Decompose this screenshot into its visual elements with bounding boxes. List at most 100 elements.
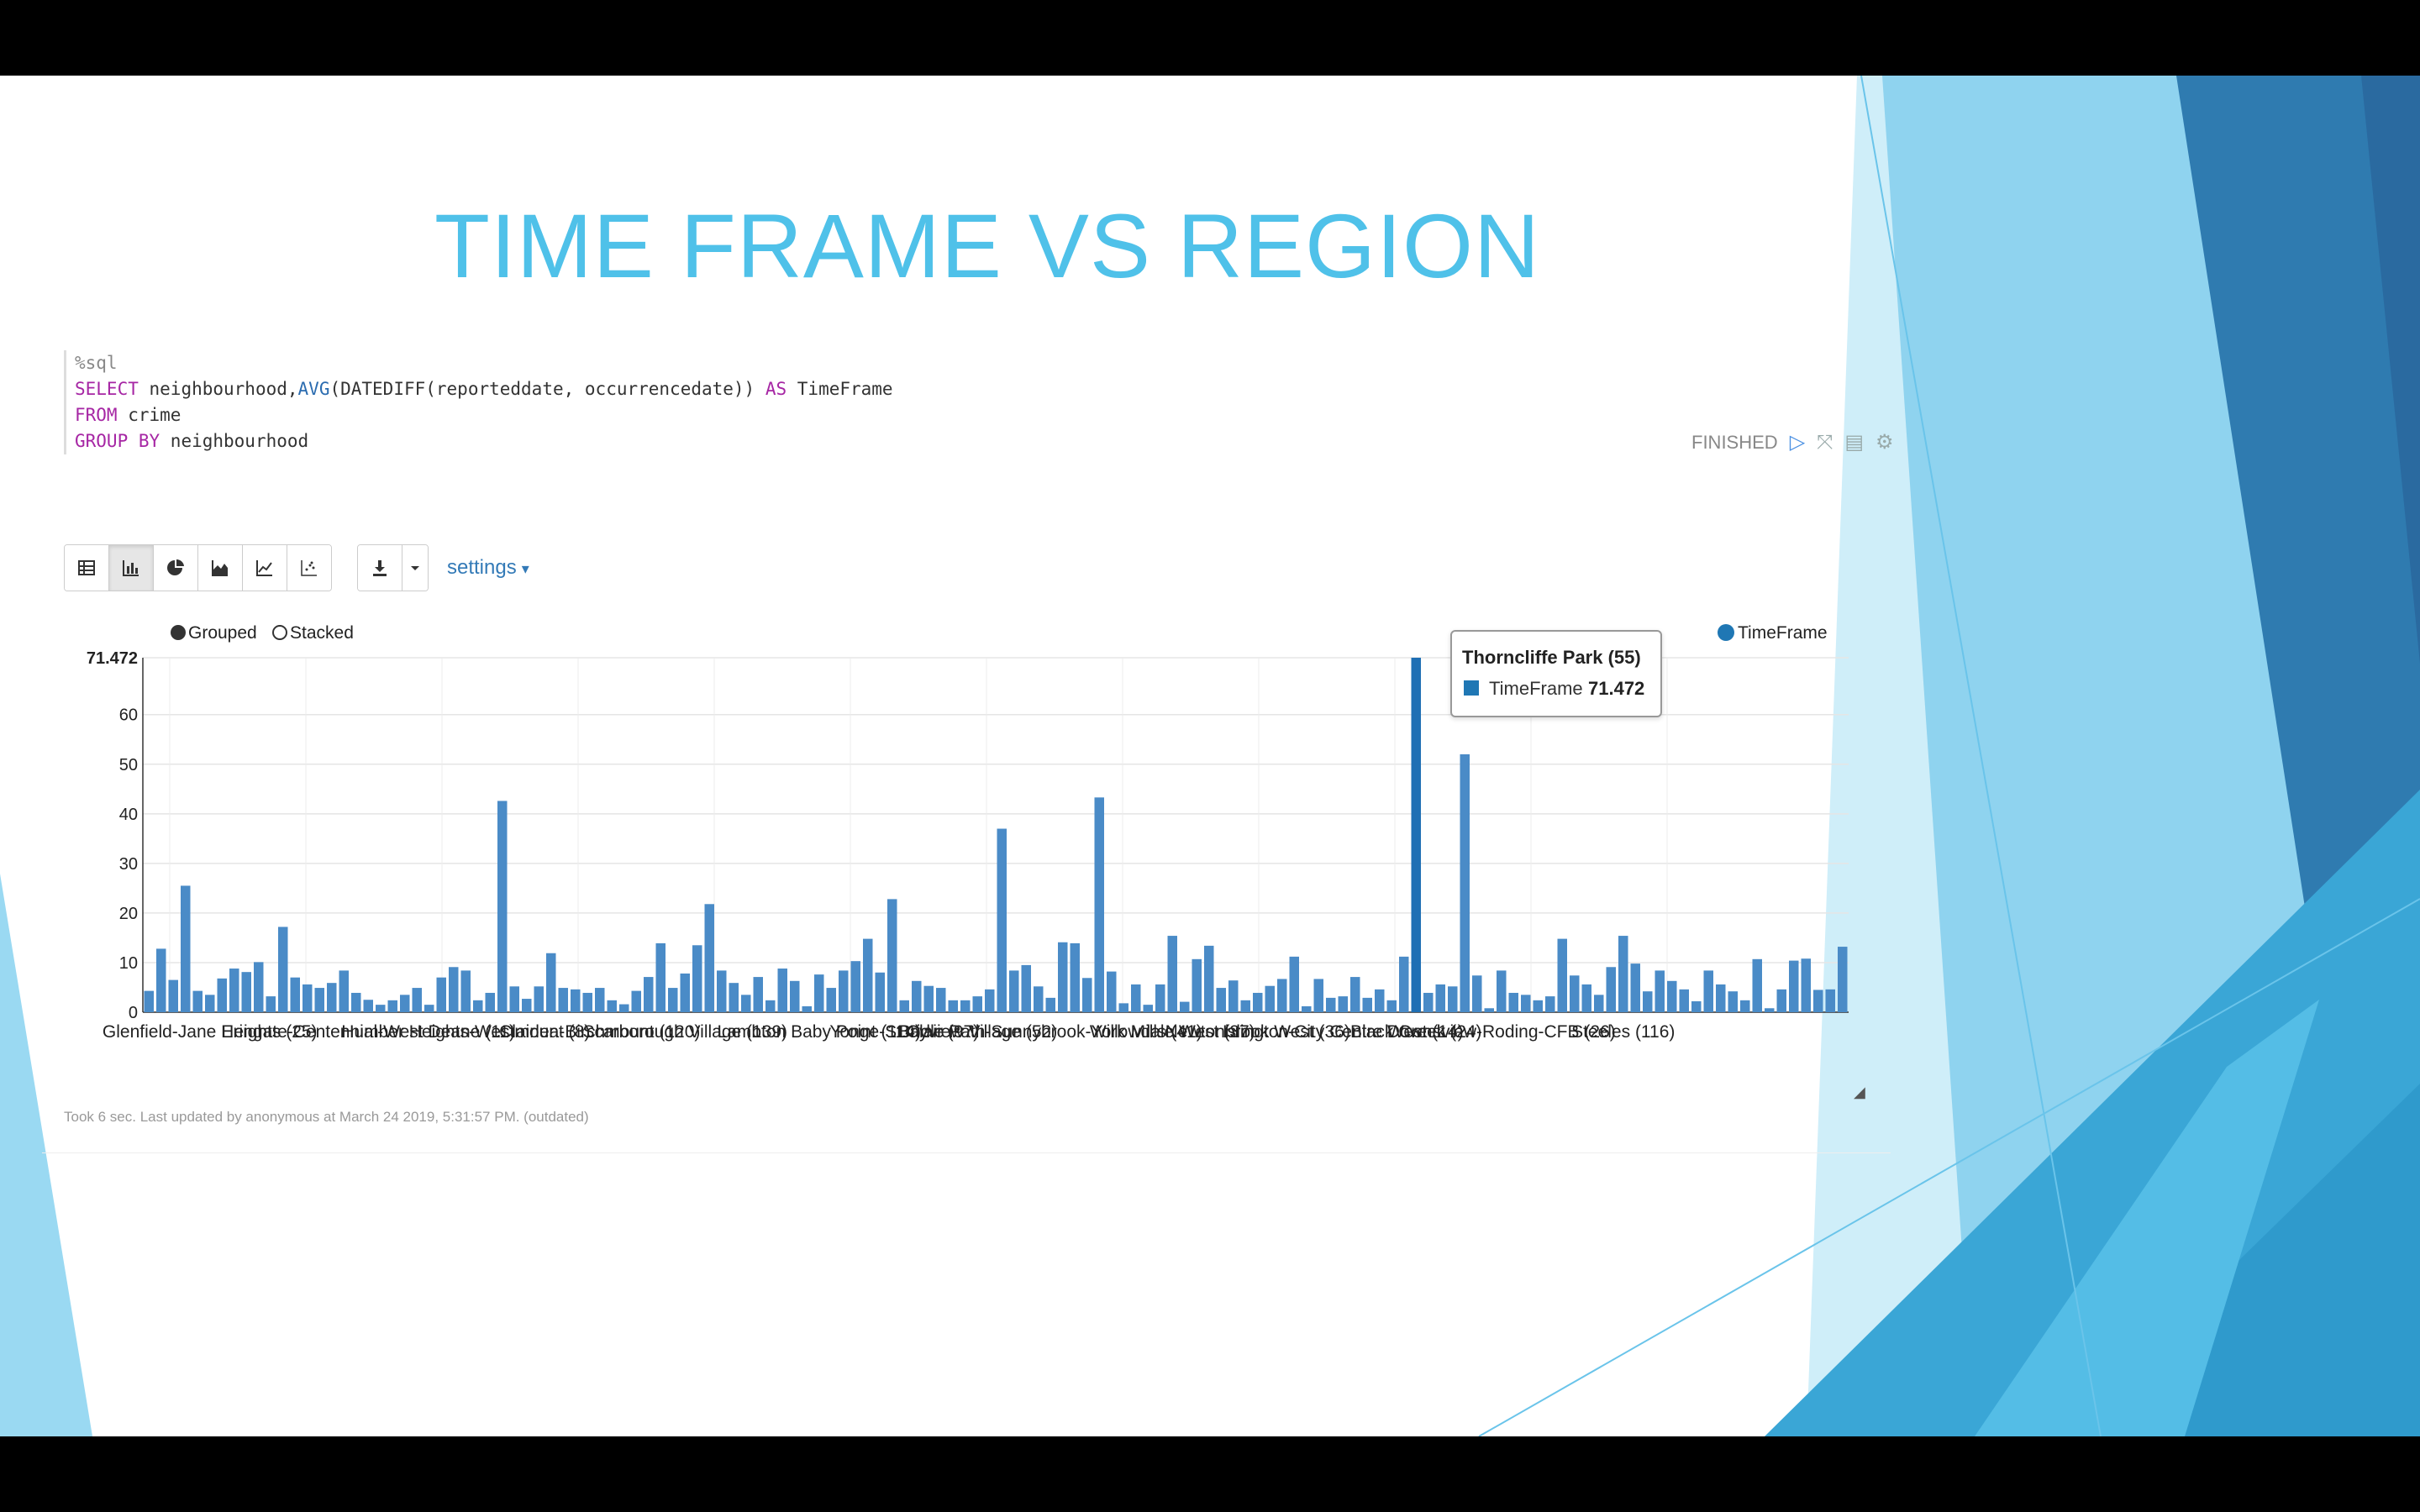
- code-token: neighbourhood,: [149, 379, 298, 399]
- bar: [1326, 997, 1336, 1012]
- bar: [899, 1000, 909, 1012]
- bar: [522, 999, 532, 1012]
- download-button[interactable]: [358, 545, 402, 591]
- bar: [168, 979, 178, 1012]
- tooltip-value: 71.472: [1588, 678, 1645, 699]
- code-line: %sql: [75, 350, 893, 376]
- bar: [777, 969, 787, 1012]
- bar: [1302, 1005, 1312, 1012]
- status-label: FINISHED: [1691, 431, 1778, 453]
- bar: [839, 970, 849, 1012]
- bar: [1448, 986, 1458, 1012]
- bar: [351, 992, 361, 1012]
- area-chart-button[interactable]: [198, 545, 243, 591]
- x-tick-label: Eringate-Centennial-West Deane (11): [222, 1022, 515, 1042]
- bar: [985, 989, 995, 1012]
- grouped-label[interactable]: Grouped: [188, 623, 257, 643]
- bar: [1167, 936, 1177, 1012]
- bar: [1216, 988, 1226, 1012]
- code-token: %sql: [75, 353, 118, 373]
- bar: [1240, 1000, 1250, 1012]
- bar: [1765, 1008, 1775, 1012]
- code-token: FROM: [75, 405, 129, 425]
- y-tick-label: 40: [119, 806, 138, 824]
- bar: [1021, 964, 1031, 1012]
- bar: [558, 988, 568, 1012]
- deco-right-darkest: [2361, 76, 2420, 664]
- x-tick-label: Black Creek (24): [1350, 1022, 1481, 1042]
- deco-line-b: [1478, 898, 2420, 1436]
- bar: [1667, 980, 1677, 1012]
- bar: [534, 986, 544, 1012]
- bar-chart-button[interactable]: [109, 545, 154, 591]
- tooltip-series: TimeFrame: [1489, 678, 1583, 699]
- code-token: GROUP BY: [75, 431, 171, 451]
- bar: [1435, 984, 1445, 1012]
- bar: [1350, 977, 1360, 1012]
- scatter-chart-button[interactable]: [287, 545, 331, 591]
- y-tick-label: 60: [119, 706, 138, 725]
- x-tick-label: Yonge-St.Clair (97): [829, 1022, 979, 1042]
- bar: [1386, 1000, 1397, 1012]
- gear-icon[interactable]: ⚙: [1876, 431, 1894, 454]
- bar: [1143, 1005, 1153, 1012]
- code-token: (DATEDIFF(reporteddate, occurrencedate)): [329, 379, 765, 399]
- bar: [875, 972, 885, 1012]
- bar: [1497, 970, 1507, 1012]
- slide: TIME FRAME VS REGION: [0, 76, 2420, 1436]
- bar: [400, 995, 410, 1012]
- stacked-label[interactable]: Stacked: [290, 623, 354, 643]
- y-tick-label: 50: [119, 756, 138, 774]
- bar: [436, 977, 446, 1012]
- bar: [1253, 992, 1263, 1012]
- bar: [850, 961, 860, 1012]
- slide-title: TIME FRAME VS REGION: [434, 195, 1541, 297]
- bar: [1472, 975, 1482, 1012]
- table-button[interactable]: [65, 545, 109, 591]
- bar: [912, 980, 922, 1012]
- bar: [1825, 989, 1835, 1012]
- grouped-radio: [171, 625, 186, 640]
- pie-chart-button[interactable]: [154, 545, 198, 591]
- y-tick-label: 30: [119, 855, 138, 874]
- table-icon: [78, 560, 95, 575]
- book-icon[interactable]: ▤: [1844, 431, 1865, 454]
- x-tick-label: Newtonbrook West (36): [1165, 1022, 1350, 1042]
- code-token: AS: [765, 379, 797, 399]
- bar: [473, 1000, 483, 1012]
- bar: [655, 942, 666, 1012]
- bar: [1082, 978, 1092, 1012]
- chart-toolbar: settings ▾: [64, 544, 529, 591]
- deco-right-dark: [2168, 76, 2420, 1042]
- bar: [1581, 984, 1591, 1012]
- x-tick-label: Downsview-Roding-CFB (26): [1387, 1022, 1616, 1042]
- bar: [1703, 970, 1713, 1012]
- line-chart-button[interactable]: [243, 545, 287, 591]
- bar: [619, 1004, 629, 1012]
- bar: [571, 989, 581, 1012]
- bar: [802, 1005, 812, 1012]
- bar: [266, 996, 276, 1012]
- run-icon[interactable]: ▷: [1789, 431, 1806, 454]
- bar: [1118, 1003, 1128, 1012]
- bar: [1801, 958, 1811, 1012]
- resize-handle-icon[interactable]: ◢: [1854, 1084, 1865, 1100]
- bar: [1009, 970, 1019, 1012]
- bar: [826, 988, 836, 1012]
- bar: [1521, 995, 1531, 1012]
- x-tick-label: Bridle Path-Sunnybrook-York Mills (41): [899, 1022, 1202, 1042]
- legend-swatch: [1718, 624, 1734, 641]
- download-dropdown-button[interactable]: [402, 545, 428, 591]
- bar: [254, 962, 264, 1012]
- bar: [595, 988, 605, 1012]
- sql-editor[interactable]: %sql SELECT neighbourhood,AVG(DATEDIFF(re…: [64, 350, 893, 454]
- bar: [923, 985, 934, 1012]
- bar: [1594, 995, 1604, 1012]
- bar: [339, 970, 349, 1012]
- tooltip-swatch: [1464, 680, 1479, 696]
- bar: [460, 970, 471, 1012]
- bar: [363, 1000, 373, 1012]
- bar: [814, 974, 824, 1012]
- settings-link[interactable]: settings ▾: [447, 556, 529, 580]
- expand-icon[interactable]: ⤧: [1817, 430, 1833, 454]
